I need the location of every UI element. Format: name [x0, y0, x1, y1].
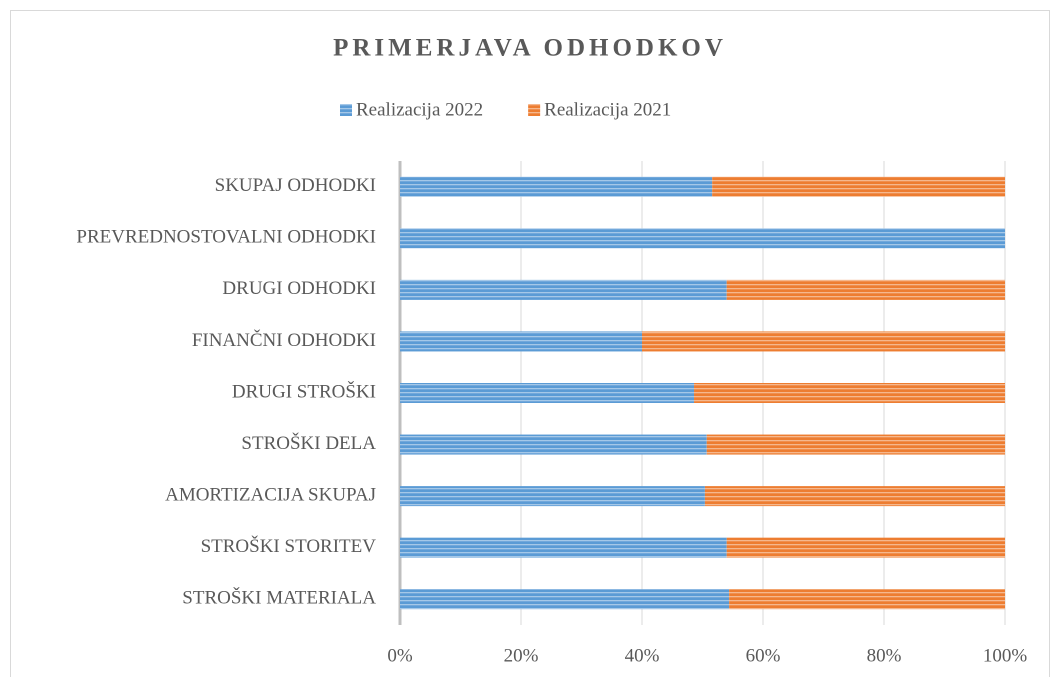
- bar: [704, 486, 1005, 507]
- y-tick-label: AMORTIZACIJA SKUPAJ: [165, 484, 376, 505]
- bar: [400, 486, 705, 507]
- bar: [706, 434, 1005, 455]
- y-tick-label: FINANČNI ODHODKI: [192, 329, 376, 351]
- x-tick-label: 80%: [867, 645, 902, 666]
- bar: [694, 383, 1005, 403]
- legend-label: Realizacija 2022: [356, 99, 483, 120]
- y-tick-label: DRUGI STROŠKI: [232, 380, 376, 402]
- y-tick-label: STROŠKI MATERIALA: [182, 587, 376, 609]
- x-tick-label: 20%: [504, 645, 539, 666]
- bar: [400, 331, 642, 352]
- bar: [729, 589, 1005, 610]
- bar: [400, 537, 727, 558]
- bar: [712, 176, 1005, 197]
- bar: [726, 279, 1005, 300]
- x-tick-label: 0%: [387, 645, 413, 666]
- bar: [726, 537, 1005, 558]
- chart-title: PRIMERJAVA ODHODKOV: [333, 35, 727, 62]
- bar: [400, 228, 1005, 249]
- legend-label: Realizacija 2021: [544, 99, 671, 120]
- y-tick-label: STROŠKI STORITEV: [201, 535, 377, 557]
- legend-swatch: [528, 104, 541, 116]
- legend-swatch: [340, 104, 352, 116]
- y-tick-label: STROŠKI DELA: [241, 432, 376, 454]
- y-tick-label: SKUPAJ ODHODKI: [215, 175, 376, 196]
- y-tick-label: PREVREDNOSTOVALNI ODHODKI: [76, 227, 376, 248]
- x-tick-label: 60%: [746, 645, 781, 666]
- x-tick-label: 40%: [625, 645, 660, 666]
- bar: [400, 279, 727, 300]
- bar: [642, 331, 1005, 352]
- bar: [400, 383, 695, 403]
- y-tick-label: DRUGI ODHODKI: [222, 278, 376, 299]
- bar: [400, 176, 713, 197]
- x-tick-label: 100%: [983, 645, 1028, 666]
- bar: [400, 434, 707, 455]
- bar: [400, 589, 730, 610]
